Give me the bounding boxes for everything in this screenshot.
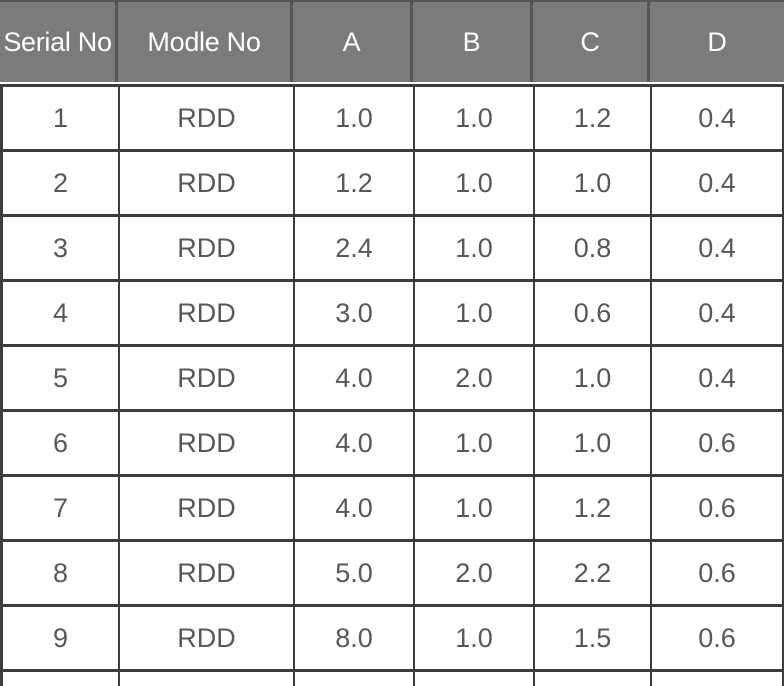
table-cell: RDD	[118, 477, 293, 539]
table-cell: 1.0	[413, 282, 533, 344]
table-row: 2 RDD 1.2 1.0 1.0 0.4	[0, 152, 784, 217]
table-cell: 3.0	[293, 282, 413, 344]
table-cell: 3	[0, 217, 118, 279]
table-cell: 4.0	[293, 412, 413, 474]
table-cell: 7	[0, 477, 118, 539]
column-header-a: A	[293, 2, 413, 82]
table-row-partial	[0, 672, 784, 686]
table-cell: RDD	[118, 542, 293, 604]
table-cell: RDD	[118, 607, 293, 669]
table-cell: RDD	[118, 282, 293, 344]
column-header-d: D	[707, 26, 727, 57]
table-cell: 8	[0, 542, 118, 604]
table-cell: 1.0	[413, 87, 533, 149]
table-row: 3 RDD 2.4 1.0 0.8 0.4	[0, 217, 784, 282]
table-cell	[0, 672, 118, 686]
table-cell: 0.6	[650, 412, 784, 474]
table-cell: 0.4	[650, 282, 784, 344]
table-cell: 4.0	[293, 347, 413, 409]
table-header-row: Serial No Modle No A B C D	[0, 0, 784, 82]
table-cell: RDD	[118, 152, 293, 214]
table-cell: 1.0	[413, 152, 533, 214]
column-header-b: B	[413, 2, 533, 82]
table-cell: 0.6	[533, 282, 650, 344]
table-cell: 1.0	[413, 412, 533, 474]
table-cell: 5.0	[293, 542, 413, 604]
table-cell: 0.4	[650, 152, 784, 214]
table-cell: 0.6	[650, 477, 784, 539]
table-row: 9 RDD 8.0 1.0 1.5 0.6	[0, 607, 784, 672]
table-cell	[293, 672, 413, 686]
column-header-c: C	[533, 2, 650, 82]
table-body: 1 RDD 1.0 1.0 1.2 0.4 2 RDD 1.2 1.0 1.0 0.4 3 RDD 2.4 1…	[0, 84, 784, 686]
table-cell: 9	[0, 607, 118, 669]
table-cell: 4.0	[293, 477, 413, 539]
table-cell: 1.0	[413, 607, 533, 669]
table-cell: 1.0	[533, 347, 650, 409]
table-cell	[413, 672, 533, 686]
header-body-gap	[0, 82, 784, 84]
table-cell: 0.6	[650, 542, 784, 604]
table-cell: 2.0	[413, 542, 533, 604]
table-cell: 1.0	[413, 217, 533, 279]
table-cell	[118, 672, 293, 686]
table-cell: 6	[0, 412, 118, 474]
table-cell: 1.2	[533, 87, 650, 149]
table-cell: RDD	[118, 412, 293, 474]
table-cell: 0.6	[650, 607, 784, 669]
table-cell: 2.2	[533, 542, 650, 604]
table-cell: RDD	[118, 217, 293, 279]
table-cell: 2.0	[413, 347, 533, 409]
table-cell: 0.4	[650, 347, 784, 409]
table-cell: 5	[0, 347, 118, 409]
table-cell: RDD	[118, 87, 293, 149]
table-cell: 1.5	[533, 607, 650, 669]
table-cell: 1.0	[533, 152, 650, 214]
table-cell: 0.4	[650, 87, 784, 149]
table-cell: 1.0	[533, 412, 650, 474]
table-row: 8 RDD 5.0 2.0 2.2 0.6	[0, 542, 784, 607]
table-cell: 1.0	[413, 477, 533, 539]
table-row: 7 RDD 4.0 1.0 1.2 0.6	[0, 477, 784, 542]
column-header-serial-no: Serial No	[0, 2, 118, 82]
table-cell: 0.8	[533, 217, 650, 279]
table-cell	[650, 672, 784, 686]
table-cell: 4	[0, 282, 118, 344]
column-header-model-no: Modle No	[118, 2, 293, 82]
table-cell: 1.2	[293, 152, 413, 214]
table-row: 1 RDD 1.0 1.0 1.2 0.4	[0, 87, 784, 152]
table-cell: 0.4	[650, 217, 784, 279]
table-cell	[533, 672, 650, 686]
table-cell: 1.2	[533, 477, 650, 539]
table-cell: 1.0	[293, 87, 413, 149]
table-cell: RDD	[118, 347, 293, 409]
table-cell: 1	[0, 87, 118, 149]
table-row: 6 RDD 4.0 1.0 1.0 0.6	[0, 412, 784, 477]
table-row: 4 RDD 3.0 1.0 0.6 0.4	[0, 282, 784, 347]
table-cell: 8.0	[293, 607, 413, 669]
table-cell: 2	[0, 152, 118, 214]
table-cell: 2.4	[293, 217, 413, 279]
table-row: 5 RDD 4.0 2.0 1.0 0.4	[0, 347, 784, 412]
